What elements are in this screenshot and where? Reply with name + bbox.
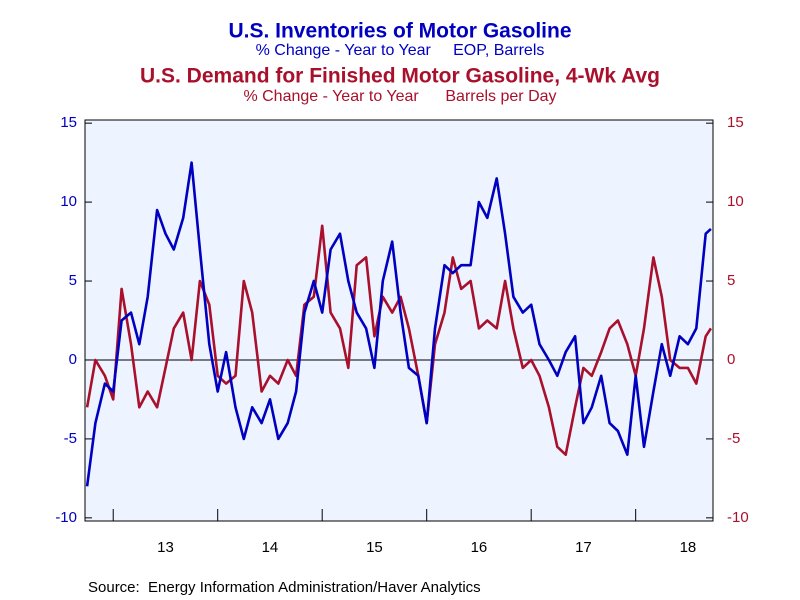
x-tick-label: 18	[680, 539, 697, 556]
y-tick-label: 0	[69, 351, 77, 368]
plot-area	[84, 119, 714, 522]
y-tick-label: 10	[60, 193, 77, 210]
series-subtitle: % Change - Year to Year Barrels per Day	[243, 88, 556, 105]
y2-tick-label: 15	[727, 114, 744, 131]
series-title: U.S. Demand for Finished Motor Gasoline,…	[140, 65, 660, 88]
series-line	[85, 161, 712, 487]
x-tick-label: 15	[366, 539, 383, 556]
y2-tick-label: 5	[727, 272, 735, 289]
y-tick-label: -5	[64, 430, 77, 447]
x-tick-label: 13	[157, 539, 174, 556]
series-title: U.S. Inventories of Motor Gasoline	[228, 20, 571, 43]
series-line	[85, 224, 712, 456]
y-tick-label: 15	[60, 114, 77, 131]
y-tick-label: -10	[55, 509, 77, 526]
x-tick-label: 17	[575, 539, 592, 556]
y-tick-label: 5	[69, 272, 77, 289]
series-subtitle: % Change - Year to Year EOP, Barrels	[256, 42, 545, 59]
y2-tick-label: -5	[727, 430, 740, 447]
y2-tick-label: -10	[727, 509, 749, 526]
source: Source: Energy Information Administratio…	[88, 579, 481, 596]
x-tick-label: 14	[262, 539, 279, 556]
y2-tick-label: 10	[727, 193, 744, 210]
y2-tick-label: 0	[727, 351, 735, 368]
x-tick-label: 16	[471, 539, 488, 556]
